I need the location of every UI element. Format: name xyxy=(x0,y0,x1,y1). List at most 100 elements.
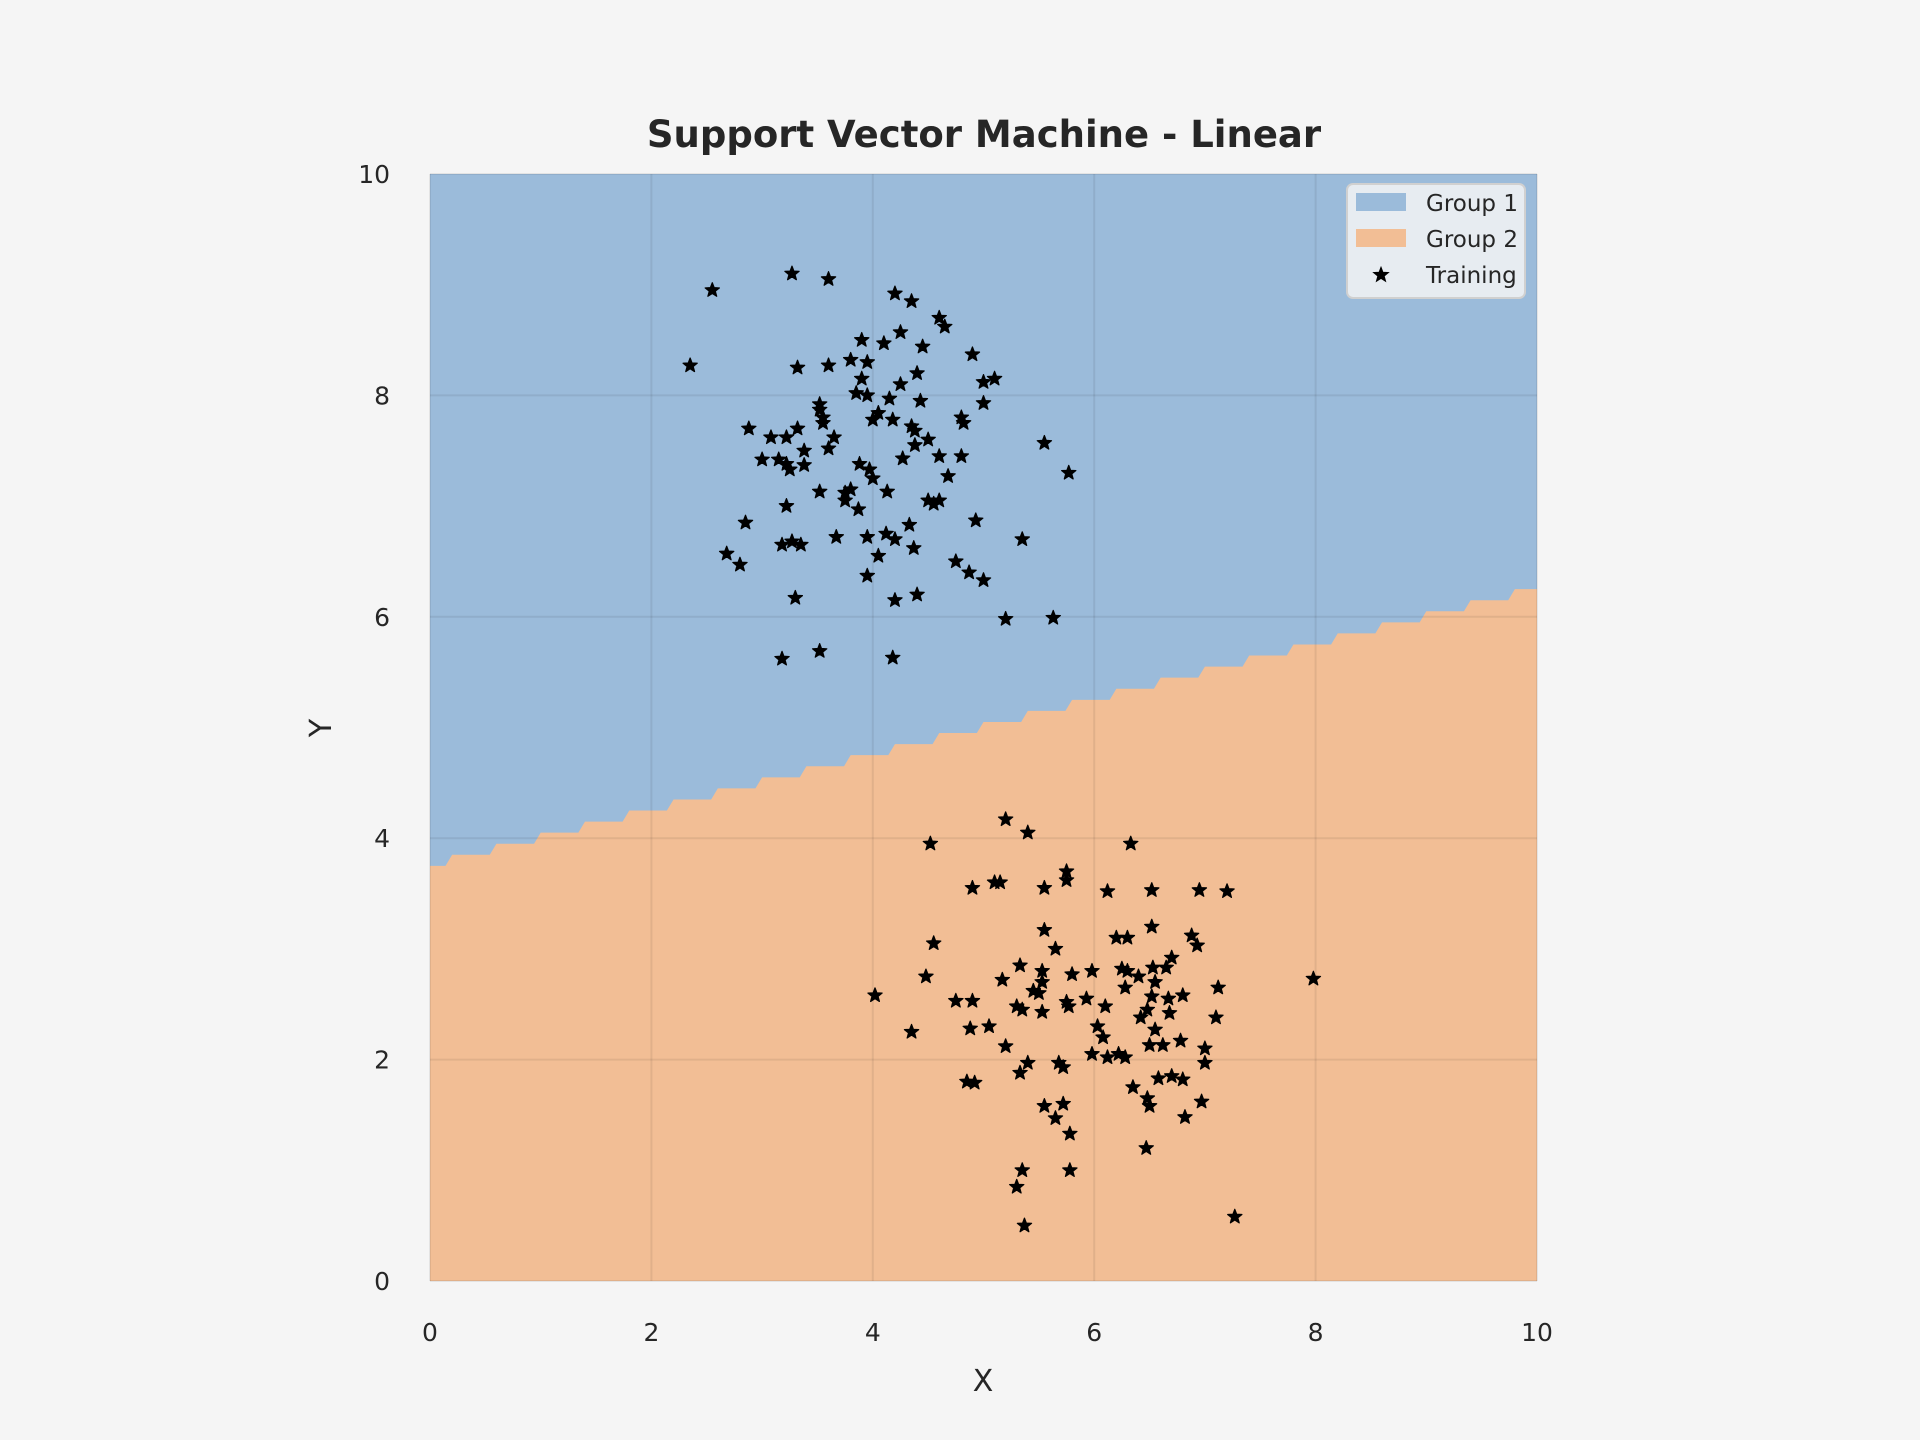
training-point xyxy=(811,643,828,658)
x-tick-label: 6 xyxy=(1086,1318,1102,1347)
training-point xyxy=(1089,1018,1106,1034)
training-point xyxy=(859,567,875,583)
x-tick-label: 2 xyxy=(643,1318,659,1347)
training-points xyxy=(682,265,1322,1233)
training-point xyxy=(1062,1125,1078,1141)
training-point xyxy=(1061,998,1077,1014)
training-point xyxy=(820,271,837,286)
training-point xyxy=(1020,824,1036,840)
training-point xyxy=(909,365,925,380)
training-point xyxy=(784,533,800,549)
training-point xyxy=(1193,1093,1210,1109)
training-point xyxy=(894,450,911,466)
training-point xyxy=(870,405,887,420)
y-tick-label: 4 xyxy=(374,824,390,853)
legend-entries: Group 1 Group 2 Training xyxy=(1356,191,1518,289)
y-tick-label: 2 xyxy=(374,1046,390,1075)
training-point xyxy=(1117,1049,1133,1065)
x-tick-label: 8 xyxy=(1308,1318,1324,1347)
training-point xyxy=(1141,1097,1158,1113)
training-point xyxy=(948,553,964,569)
training-point xyxy=(997,1038,1014,1053)
training-point xyxy=(865,411,881,427)
training-point xyxy=(1055,1095,1071,1111)
training-point xyxy=(854,331,870,347)
training-point xyxy=(994,971,1011,987)
training-point xyxy=(837,492,853,508)
training-point xyxy=(959,1073,975,1089)
training-point xyxy=(796,442,812,458)
training-point xyxy=(937,318,953,334)
training-point xyxy=(953,448,970,463)
training-point xyxy=(787,589,804,605)
legend-label-3: Training xyxy=(1425,263,1517,289)
training-point xyxy=(811,401,828,417)
training-point xyxy=(1144,882,1160,897)
training-point xyxy=(1117,979,1133,995)
training-point xyxy=(784,265,800,281)
training-point xyxy=(997,811,1014,827)
training-point xyxy=(925,495,942,511)
training-point xyxy=(955,414,972,430)
training-point xyxy=(903,293,920,308)
training-point xyxy=(940,468,956,483)
training-point xyxy=(1031,985,1047,1000)
training-point xyxy=(828,529,844,544)
training-point xyxy=(1008,1178,1025,1194)
training-point xyxy=(986,370,1003,386)
training-point xyxy=(1045,609,1061,625)
training-point xyxy=(1034,1003,1050,1019)
legend-swatch-1 xyxy=(1356,193,1406,211)
training-point xyxy=(718,545,735,561)
training-point xyxy=(907,437,923,452)
training-point xyxy=(859,354,875,369)
training-point xyxy=(884,649,901,665)
training-point xyxy=(1047,940,1064,956)
training-point xyxy=(887,531,903,546)
training-point xyxy=(975,374,992,389)
legend-star-marker xyxy=(1372,265,1390,283)
training-point xyxy=(961,564,977,580)
training-point xyxy=(796,457,812,472)
training-point xyxy=(1305,970,1322,986)
training-point xyxy=(962,1020,978,1036)
training-point xyxy=(732,556,748,572)
training-point xyxy=(1130,968,1147,984)
training-point xyxy=(920,431,936,447)
training-point xyxy=(914,338,931,354)
training-point xyxy=(778,498,795,513)
training-point xyxy=(1047,1110,1064,1125)
training-point xyxy=(1036,434,1053,450)
training-point xyxy=(901,516,918,532)
training-point xyxy=(1014,1001,1030,1017)
training-point xyxy=(867,987,883,1003)
training-point xyxy=(1084,962,1100,978)
training-point xyxy=(1161,1005,1178,1020)
training-point xyxy=(1175,987,1191,1003)
training-point xyxy=(1189,937,1205,953)
training-point xyxy=(1036,921,1053,937)
training-point xyxy=(975,395,992,410)
training-point xyxy=(892,376,909,391)
training-point xyxy=(1210,979,1226,995)
training-point xyxy=(861,461,878,477)
training-point xyxy=(1138,1140,1154,1155)
training-point xyxy=(1095,1029,1111,1045)
training-point xyxy=(948,992,964,1008)
legend: Group 1 Group 2 Training xyxy=(1346,183,1526,299)
training-point xyxy=(1064,966,1080,982)
training-point xyxy=(793,536,809,552)
training-point xyxy=(931,448,947,463)
training-point xyxy=(922,835,939,851)
training-point xyxy=(887,285,903,301)
training-point xyxy=(1020,1054,1036,1070)
training-point xyxy=(1177,1109,1193,1124)
training-point xyxy=(1163,949,1180,965)
training-point xyxy=(774,536,790,552)
training-point xyxy=(884,411,901,427)
training-point xyxy=(1158,959,1174,975)
legend-label-1: Group 1 xyxy=(1426,191,1518,217)
training-point xyxy=(741,420,757,436)
training-point xyxy=(1125,1079,1141,1094)
training-point xyxy=(1147,1021,1163,1037)
